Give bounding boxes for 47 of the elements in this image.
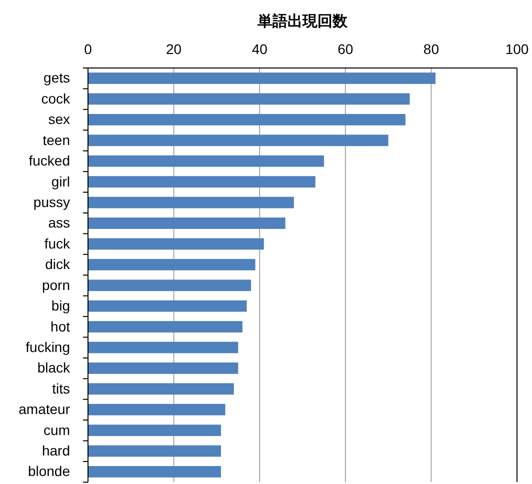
x-tick-label: 80 — [423, 41, 440, 57]
y-tick-label: fucked — [28, 152, 70, 169]
bar — [88, 445, 221, 457]
y-tick-label: fuck — [44, 235, 71, 252]
bar — [88, 155, 324, 167]
bar — [88, 383, 234, 395]
y-tick-label: amateur — [18, 401, 70, 418]
x-tick-label: 100 — [505, 41, 529, 57]
bar — [88, 72, 436, 84]
y-tick-label: big — [51, 298, 70, 314]
bar — [88, 300, 247, 312]
bar — [88, 362, 238, 374]
bar — [88, 424, 221, 436]
y-tick-label: pussy — [33, 194, 70, 210]
y-tick-label: hot — [50, 318, 70, 334]
x-tick-label: 60 — [338, 41, 354, 57]
bar — [88, 404, 226, 416]
y-tick-label: tits — [52, 380, 70, 396]
bar — [88, 176, 316, 188]
y-tick-label: cock — [41, 90, 71, 106]
x-tick-label: 0 — [84, 41, 92, 57]
y-tick-label: dick — [45, 256, 71, 272]
x-tick-label: 20 — [166, 41, 182, 57]
y-tick-label: hard — [42, 442, 70, 459]
y-tick-label: gets — [44, 70, 70, 86]
bar — [88, 342, 238, 354]
x-axis-title: 単語出現回数 — [256, 13, 348, 30]
bar — [88, 114, 406, 126]
y-tick-label: fucking — [26, 338, 70, 355]
x-tick-label: 40 — [252, 41, 268, 57]
y-tick-label: cum — [44, 422, 70, 438]
y-tick-label: sex — [48, 111, 70, 128]
y-tick-label: girl — [51, 173, 70, 190]
y-tick-label: teen — [42, 132, 70, 148]
bar — [88, 238, 264, 250]
bar — [88, 218, 286, 229]
bar — [88, 321, 242, 332]
bar — [88, 280, 252, 292]
y-tick-label: black — [37, 360, 71, 376]
bar — [88, 258, 256, 270]
bar — [88, 93, 410, 105]
y-tick-label: blonde — [28, 463, 70, 480]
y-tick-label: porn — [42, 276, 70, 293]
bar — [88, 134, 388, 146]
bar — [88, 466, 221, 478]
bar — [88, 196, 294, 208]
y-tick-label: ass — [48, 214, 70, 231]
